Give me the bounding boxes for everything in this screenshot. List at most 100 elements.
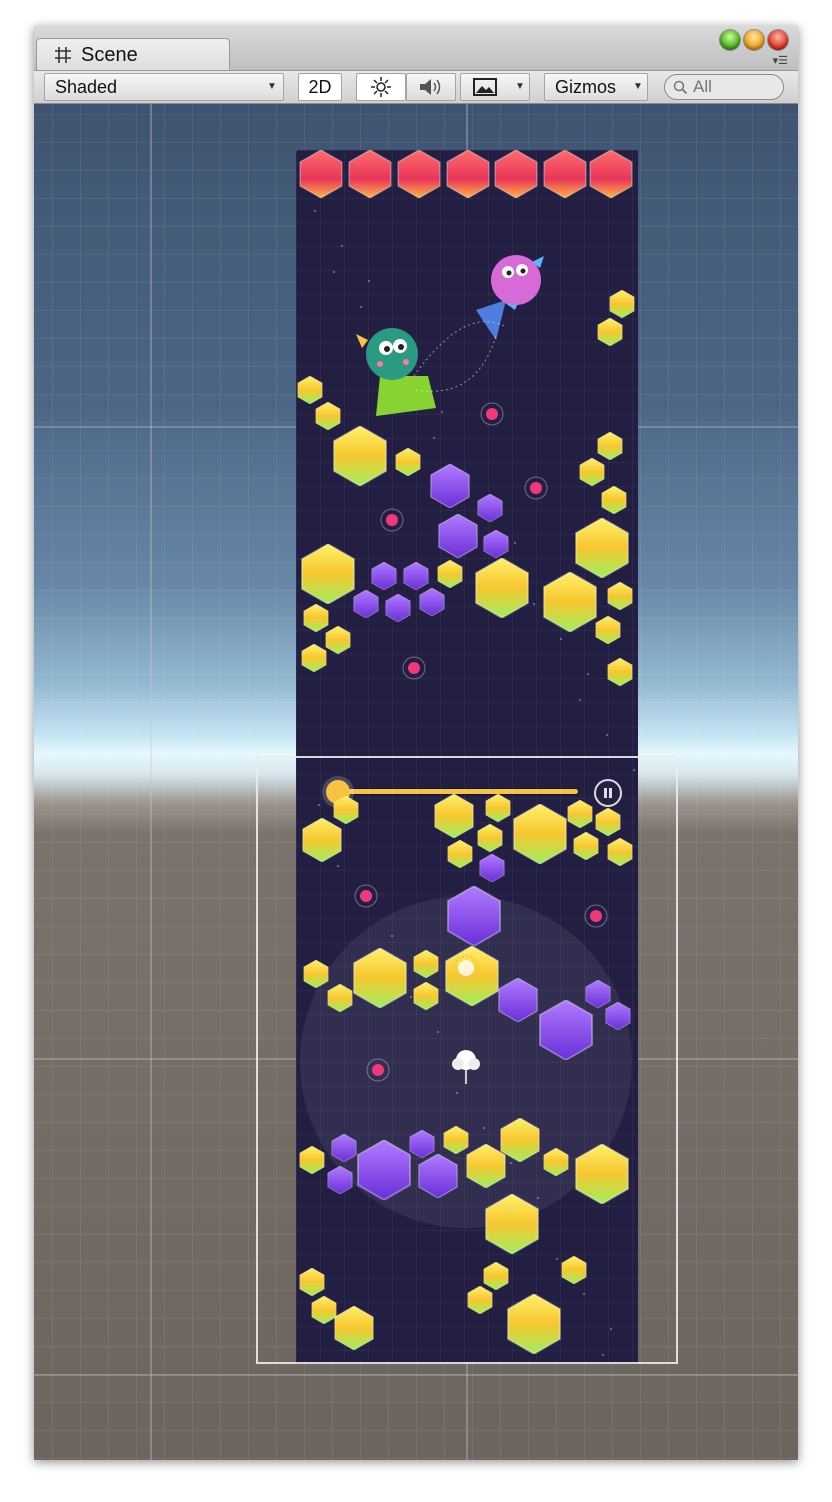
yellow-gem	[608, 658, 632, 686]
red-gem	[300, 150, 342, 198]
star	[583, 1293, 585, 1295]
level-sprites	[296, 150, 638, 1356]
mine-ring	[380, 508, 404, 532]
star	[510, 1162, 512, 1164]
yellow-gem	[302, 544, 354, 604]
grid-axis-line	[34, 1374, 798, 1376]
pause-icon[interactable]	[594, 779, 622, 807]
star	[314, 210, 316, 212]
star	[602, 1354, 604, 1356]
purple-gem	[404, 562, 428, 590]
scene-audio-button[interactable]	[406, 73, 456, 101]
star	[391, 935, 393, 937]
red-gem	[398, 150, 440, 198]
purple-gem	[386, 594, 410, 622]
search-icon	[673, 80, 688, 95]
close-red-icon[interactable]	[768, 30, 788, 50]
yellow-gem	[544, 572, 596, 632]
pink-mine	[372, 1064, 384, 1076]
star	[433, 437, 435, 439]
yellow-gem	[598, 318, 622, 346]
teal-monster[interactable]	[356, 328, 436, 416]
camera-bounds	[256, 756, 678, 1364]
pink-mine	[386, 514, 398, 526]
star	[587, 673, 589, 675]
search-input[interactable]	[693, 76, 779, 98]
window-controls	[720, 30, 788, 50]
yellow-gem	[316, 402, 340, 430]
2d-mode-button[interactable]: 2D	[298, 73, 342, 101]
star	[537, 1197, 539, 1199]
scene-window: Scene ▾☰ Shaded ▼ 2D	[34, 26, 798, 1460]
tab-scene[interactable]: Scene	[36, 38, 230, 70]
chevron-down-icon: ▼	[515, 81, 525, 92]
chevron-down-icon: ▼	[267, 81, 277, 92]
red-gem	[544, 150, 586, 198]
shading-mode-label: Shaded	[55, 77, 118, 97]
panel-menu-icon[interactable]: ▾☰	[772, 55, 788, 67]
scene-search[interactable]	[664, 74, 784, 100]
star	[579, 699, 581, 701]
scene-lighting-button[interactable]	[356, 73, 406, 101]
purple-gem	[420, 588, 444, 616]
tab-label: Scene	[81, 44, 138, 66]
yellow-gem	[326, 626, 350, 654]
purple-gem	[354, 590, 378, 618]
pink-mine	[530, 482, 542, 494]
image-icon	[473, 78, 497, 96]
star	[333, 271, 335, 273]
star	[296, 150, 297, 151]
star	[318, 804, 320, 806]
scene-toolbar: Shaded ▼ 2D ▼ Gizmos ▼	[34, 70, 798, 104]
player-ship[interactable]	[452, 1050, 480, 1084]
scene-effects-dropdown[interactable]: ▼	[460, 73, 530, 101]
star	[606, 734, 608, 736]
speaker-icon	[420, 79, 441, 95]
yellow-gem	[602, 486, 626, 514]
yellow-gem	[598, 432, 622, 460]
star	[437, 1031, 439, 1033]
star	[483, 1127, 485, 1129]
star	[514, 542, 516, 544]
gizmos-label: Gizmos	[555, 77, 617, 97]
star	[633, 769, 635, 771]
red-gem	[447, 150, 489, 198]
star	[556, 1258, 558, 1260]
pink-mine	[408, 662, 420, 674]
red-gem	[349, 150, 391, 198]
pink-monster[interactable]	[476, 255, 544, 340]
yellow-gem	[302, 644, 326, 672]
mine-ring	[584, 904, 608, 928]
yellow-gem	[580, 458, 604, 486]
pink-mine	[590, 910, 602, 922]
2d-mode-label: 2D	[308, 77, 332, 97]
yellow-gem	[334, 426, 386, 486]
yellow-gem	[476, 558, 528, 618]
yellow-gem	[596, 616, 620, 644]
zoom-green-icon[interactable]	[720, 30, 740, 50]
title-bar: Scene ▾☰	[34, 26, 798, 70]
red-gem	[495, 150, 537, 198]
purple-gem	[372, 562, 396, 590]
star	[337, 865, 339, 867]
scene-viewport[interactable]	[34, 104, 798, 1460]
mine-ring	[524, 476, 548, 500]
minimize-yellow-icon[interactable]	[744, 30, 764, 50]
yellow-gem	[304, 604, 328, 632]
mine-ring	[354, 884, 378, 908]
star	[610, 1328, 612, 1330]
purple-gem	[478, 494, 502, 522]
yellow-gem	[608, 582, 632, 610]
star	[341, 245, 343, 247]
yellow-gem	[298, 376, 322, 404]
grid-axis-line	[150, 104, 152, 1460]
shading-mode-dropdown[interactable]: Shaded ▼	[44, 73, 284, 101]
gizmos-dropdown[interactable]: Gizmos ▼	[544, 73, 648, 101]
star	[410, 996, 412, 998]
star	[456, 1092, 458, 1094]
mine-ring	[402, 656, 426, 680]
purple-gem	[431, 464, 469, 508]
sun-icon	[371, 77, 391, 97]
star	[368, 280, 370, 282]
target-spark	[453, 955, 479, 981]
